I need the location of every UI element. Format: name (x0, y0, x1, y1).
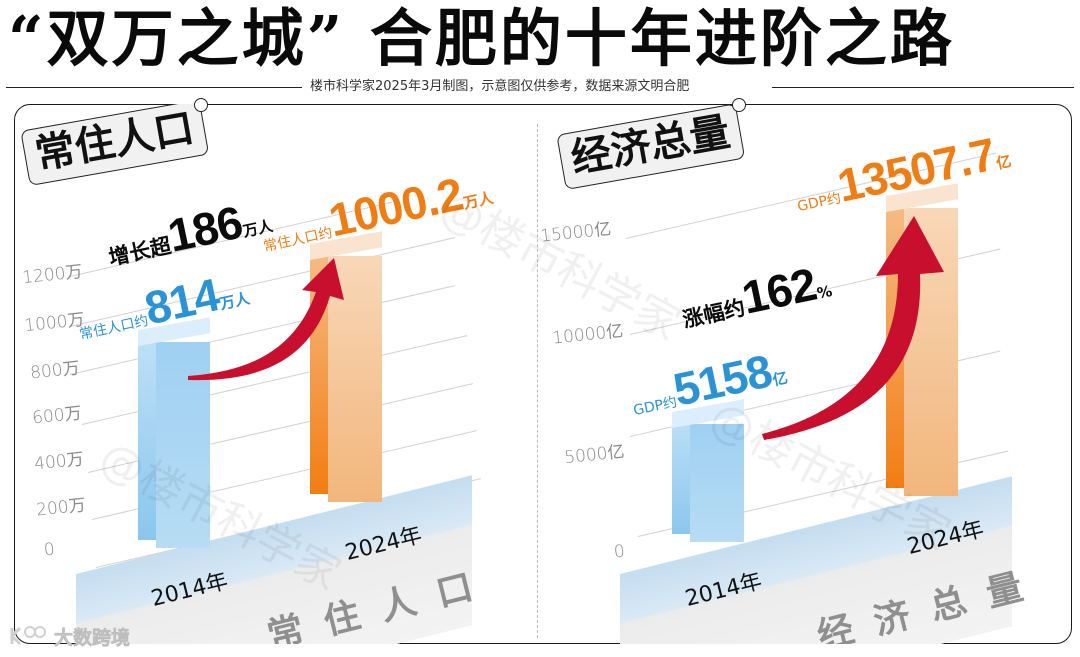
bar-side (672, 412, 692, 534)
y-tick: 15000亿 (539, 219, 613, 247)
subtitle-rule-right (772, 87, 1074, 88)
section-tag: 经济总量 (556, 104, 746, 190)
callout-unit: 亿 (994, 152, 1013, 173)
brand-name: 大数跨境 (54, 626, 131, 649)
y-tick: 600万 (31, 403, 83, 429)
y-tick: 10000亿 (551, 321, 625, 349)
callout-prefix: 涨幅约 (680, 294, 748, 333)
y-tick: 0 (612, 541, 626, 563)
y-tick: 5000亿 (563, 441, 626, 469)
brand-logo: 大数跨境 (8, 622, 130, 650)
callout-unit: 万人 (461, 188, 495, 213)
chart-frame (14, 104, 1072, 644)
callout-prefix: 增长超 (106, 232, 174, 271)
callout-unit: 万人 (241, 216, 275, 241)
callout-value: 186 (163, 195, 247, 262)
section-tag: 常住人口 (20, 104, 210, 186)
economy-panel: 15000亿 10000亿 5000亿 0 2014年 2024年 经济总量 G… (538, 104, 1072, 644)
growth-arrow-icon (188, 258, 344, 381)
y-tick: 400万 (33, 449, 85, 475)
y-tick: 1200万 (21, 261, 84, 289)
panel-divider (537, 124, 538, 638)
callout-value: 1000.2 (324, 167, 467, 247)
logo-icon (10, 626, 46, 646)
growth-arrow-icon (762, 216, 944, 440)
bar-side (138, 330, 158, 540)
pin-icon (732, 98, 746, 112)
subtitle-row: 楼市科学家2025年3月制图，示意图仅供参考，数据来源文明合肥 (6, 78, 1074, 96)
subtitle-rule-left (6, 87, 302, 88)
y-tick: 200万 (35, 495, 87, 521)
page-title: “双万之城” 合肥的十年进阶之路 (8, 2, 955, 75)
callout-unit: 万人 (218, 289, 252, 314)
bar-front (690, 424, 744, 542)
y-tick: 0 (42, 539, 56, 561)
bar-2024 (310, 231, 382, 502)
population-panel: 1200万 1000万 800万 600万 400万 200万 0 2014年 … (14, 104, 536, 644)
y-tick: 800万 (29, 358, 81, 384)
bar-2014 (672, 399, 744, 542)
subtitle: 楼市科学家2025年3月制图，示意图仅供参考，数据来源文明合肥 (310, 79, 690, 94)
pin-icon (194, 98, 208, 112)
